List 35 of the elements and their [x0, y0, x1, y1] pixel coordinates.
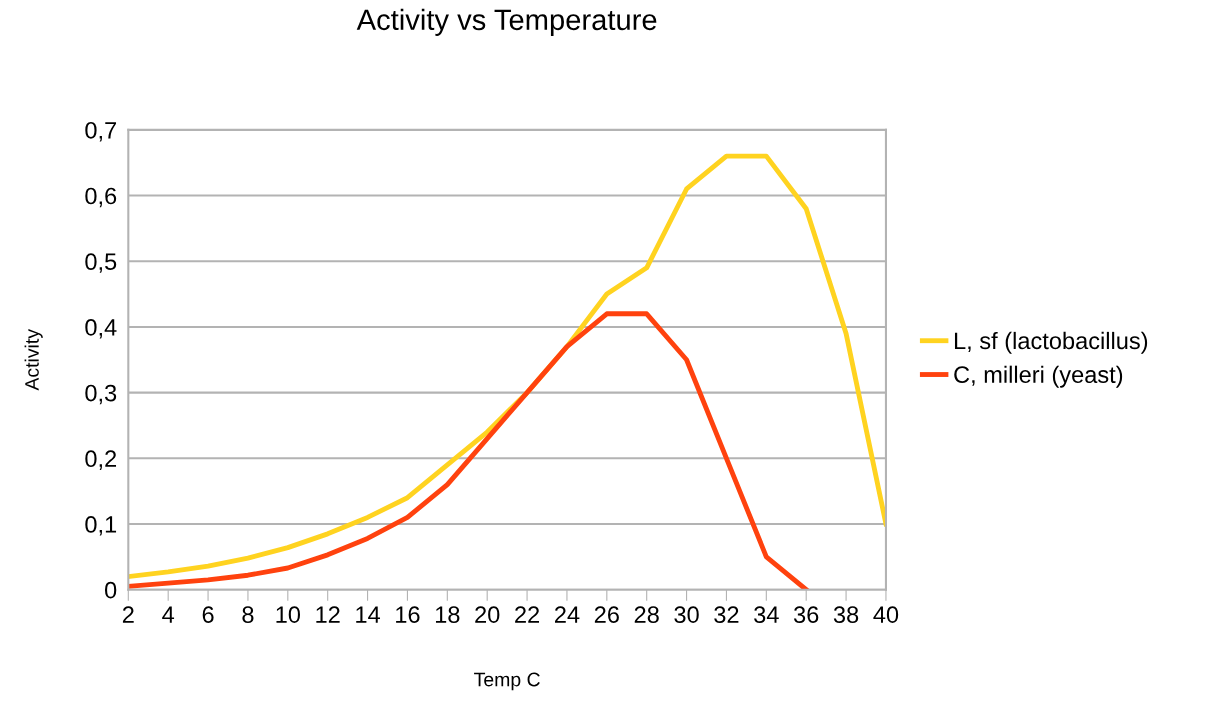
- x-tick-label: 10: [276, 606, 301, 623]
- x-tick-label: 4: [162, 606, 175, 623]
- x-tick-label: 6: [202, 606, 214, 623]
- x-tick-label: 28: [634, 606, 659, 623]
- legend-label: C, milleri (yeast): [954, 365, 1123, 388]
- y-tick-label: 0,1: [85, 516, 117, 536]
- x-tick-label: 38: [833, 606, 859, 623]
- y-tick-label: 0,2: [85, 450, 117, 470]
- y-tick-label: 0,4: [85, 319, 117, 339]
- y-axis-title: Activity: [24, 329, 43, 391]
- y-tick-label: 0,6: [85, 187, 117, 208]
- y-tick-label: 0,7: [85, 121, 117, 142]
- y-tick-label: 0: [104, 581, 117, 599]
- x-tick-label: 16: [396, 606, 420, 623]
- y-tick-label: 0,3: [85, 384, 117, 405]
- chart-title: Activity vs Temperature: [356, 8, 657, 36]
- x-tick-label: 32: [714, 606, 739, 623]
- x-tick-label: 24: [555, 606, 580, 623]
- x-tick-label: 18: [435, 606, 460, 623]
- y-tick-label: 0,5: [85, 253, 117, 273]
- x-tick-label: 20: [475, 606, 500, 623]
- legend-label: L, sf (lactobacillus): [954, 331, 1148, 354]
- x-axis-title: Temp C: [474, 672, 540, 691]
- x-tick-label: 40: [873, 606, 899, 623]
- line-series: [128, 311, 809, 590]
- x-tick-label: 36: [793, 606, 819, 623]
- x-tick-label: 14: [356, 606, 381, 623]
- x-tick-label: 12: [316, 606, 340, 623]
- x-tick-label: 2: [122, 606, 134, 623]
- x-tick-label: 22: [515, 606, 540, 623]
- x-tick-label: 26: [594, 606, 619, 623]
- x-tick-label: 8: [242, 606, 254, 623]
- x-tick-label: 30: [674, 606, 699, 623]
- line-series: [128, 153, 886, 579]
- x-tick-label: 34: [754, 606, 779, 623]
